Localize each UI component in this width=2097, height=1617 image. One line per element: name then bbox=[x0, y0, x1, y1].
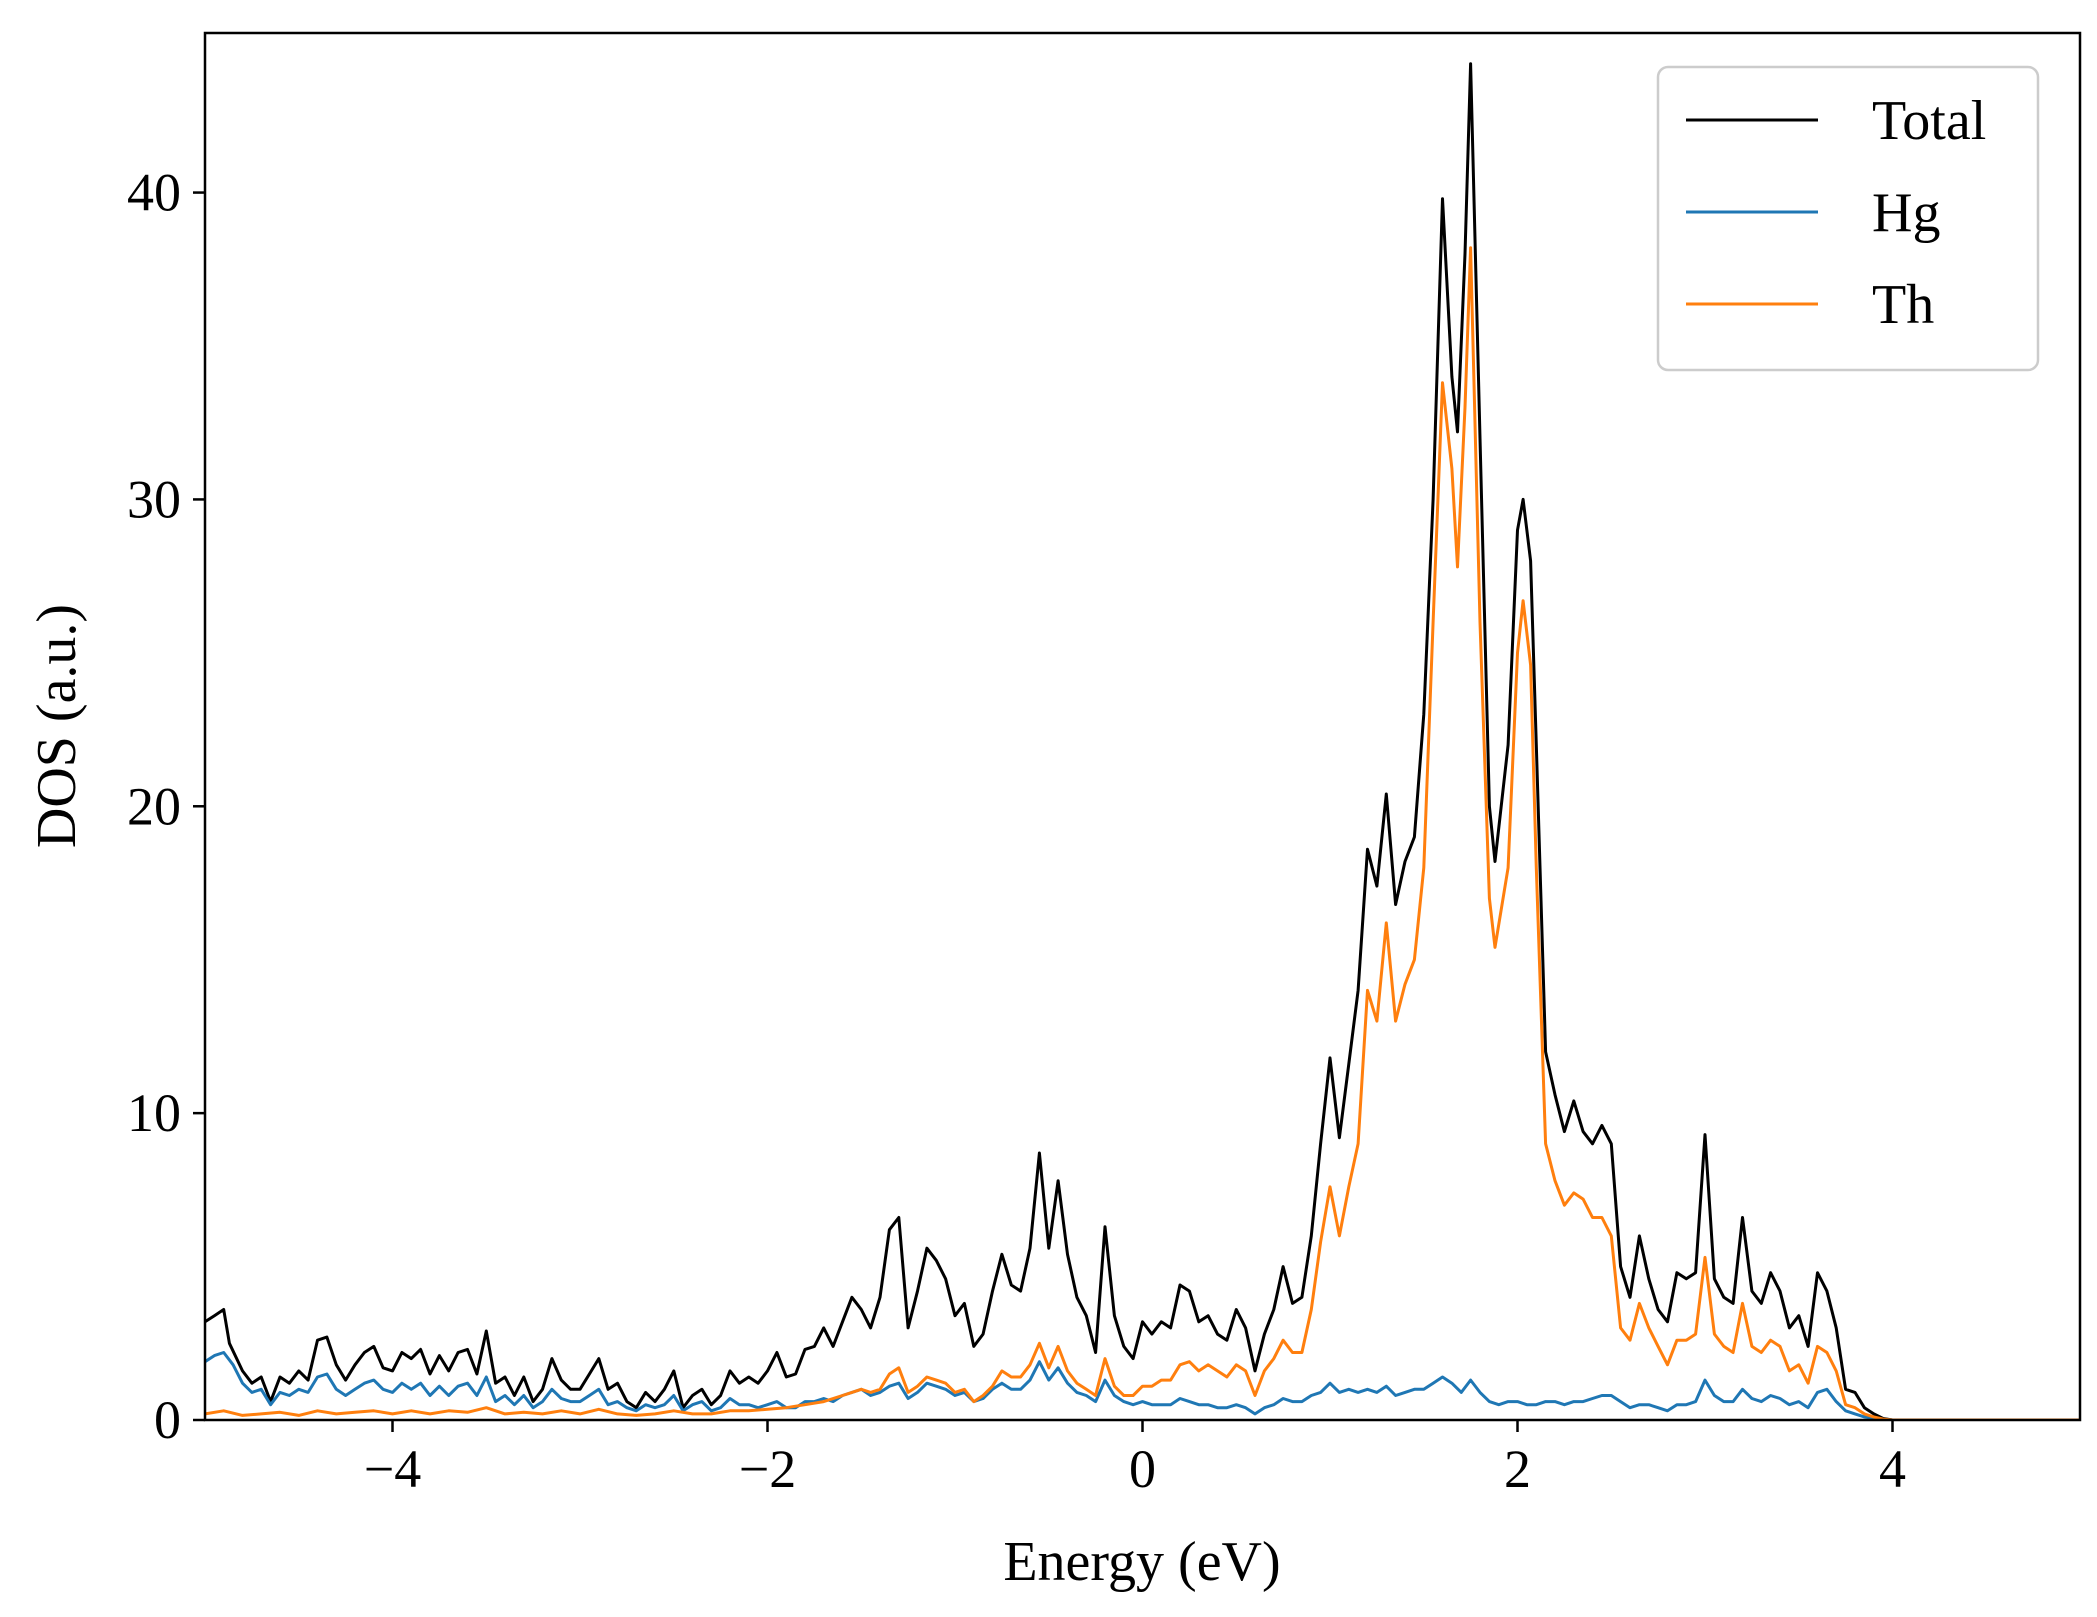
legend-label-total: Total bbox=[1872, 90, 1986, 152]
y-tick-label: 20 bbox=[127, 776, 181, 836]
legend-label-th: Th bbox=[1872, 274, 1934, 336]
series-line-total bbox=[205, 62, 2080, 1420]
y-axis-ticks: 0 10 20 30 40 bbox=[127, 163, 205, 1450]
x-tick-label: 4 bbox=[1879, 1439, 1906, 1499]
x-tick-label: 2 bbox=[1504, 1439, 1531, 1499]
legend-frame bbox=[1656, 65, 2040, 372]
x-tick-label: 0 bbox=[1129, 1439, 1156, 1499]
legend-items: Total Hg Th bbox=[1686, 90, 1986, 336]
y-tick-label: 0 bbox=[154, 1390, 181, 1450]
y-tick-label: 40 bbox=[127, 163, 181, 223]
series-line-hg bbox=[205, 1351, 2080, 1420]
series-lines bbox=[205, 62, 2080, 1420]
legend: Total Hg Th bbox=[1656, 65, 2040, 372]
y-tick-label: 10 bbox=[127, 1083, 181, 1143]
x-axis-label: Energy (eV) bbox=[1003, 1531, 1280, 1593]
series-line-th bbox=[205, 246, 2080, 1420]
x-tick-label: −2 bbox=[739, 1439, 796, 1499]
y-tick-label: 30 bbox=[127, 469, 181, 529]
y-axis-label: DOS (a.u.) bbox=[26, 604, 88, 848]
x-axis-ticks: −4 −2 0 2 4 bbox=[364, 1420, 1906, 1499]
x-tick-label: −4 bbox=[364, 1439, 421, 1499]
legend-label-hg: Hg bbox=[1872, 182, 1940, 244]
